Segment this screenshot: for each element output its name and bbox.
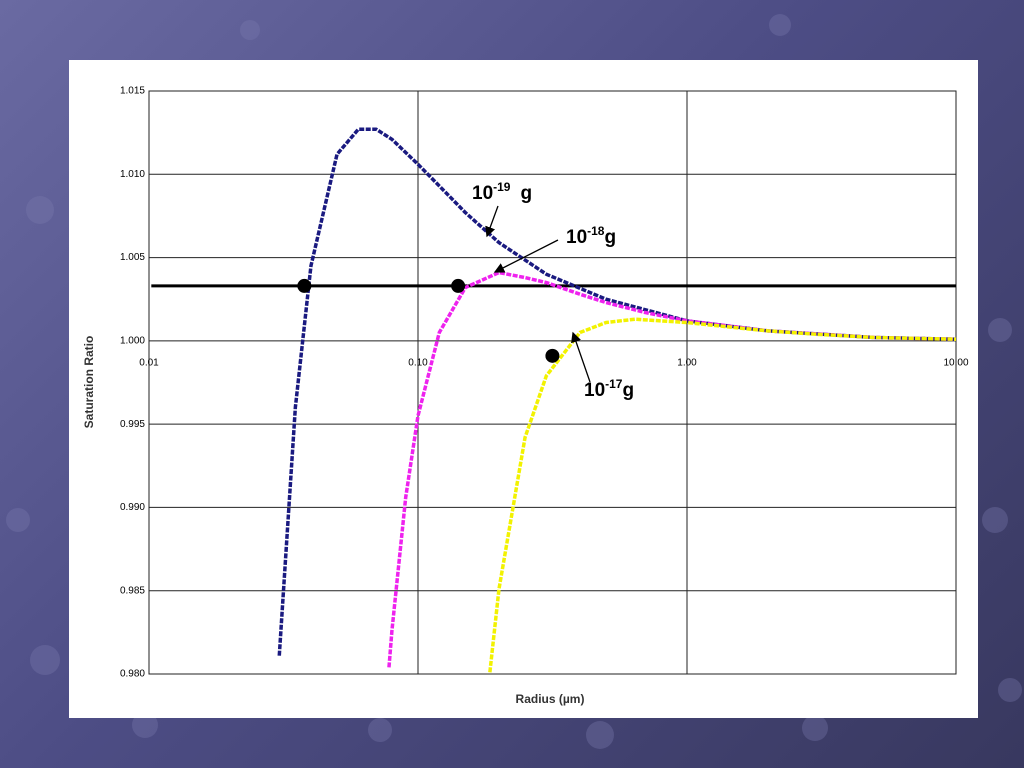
annotation-arrow	[485, 205, 499, 238]
annotation-base: 10	[566, 227, 587, 248]
x-tick-label: 10.00	[943, 357, 968, 368]
marker-dot	[545, 348, 560, 363]
marker-dot	[297, 278, 312, 293]
annotation: 10-17g	[584, 377, 634, 401]
annotations: 10-19 g 10-18g 10-17g	[472, 180, 634, 401]
y-tick-label: 1.005	[120, 252, 145, 263]
x-axis-title: Radius (µm)	[516, 692, 585, 706]
x-tick-label: 0.10	[408, 357, 428, 368]
annotation-exponent: -19	[493, 180, 511, 194]
y-tick-label: 1.000	[120, 335, 145, 346]
series-line	[488, 317, 957, 673]
marker-dot	[451, 278, 466, 293]
annotation: 10-19 g	[472, 180, 532, 204]
chart: 0.980 0.985 0.990 0.995 1.000 1.005 1.010 1.015…	[120, 86, 969, 680]
x-tick-label: 0.01	[139, 357, 159, 368]
annotation-exponent: -17	[605, 377, 623, 391]
series-line	[277, 127, 957, 656]
y-tick-label: 0.985	[120, 585, 145, 596]
annotation-unit: g	[604, 227, 616, 248]
y-tick-label: 1.015	[120, 86, 145, 97]
y-tick-label: 0.995	[120, 419, 145, 430]
y-tick-label: 0.980	[120, 669, 145, 680]
y-axis-title: Saturation Ratio	[82, 336, 96, 429]
annotation-unit: g	[622, 380, 634, 401]
y-tick-label: 0.990	[120, 502, 145, 513]
x-tick-label: 1.00	[677, 357, 697, 368]
plot-panel	[69, 60, 978, 718]
slide-decoration	[6, 14, 1022, 749]
annotation-unit: g	[520, 183, 532, 204]
annotation-base: 10	[472, 183, 493, 204]
annotation-base: 10	[584, 380, 605, 401]
annotation: 10-18g	[566, 224, 616, 248]
y-tick-label: 1.010	[120, 169, 145, 180]
annotation-arrow	[493, 239, 559, 273]
annotation-exponent: -18	[587, 224, 605, 238]
annotation-arrow	[571, 331, 591, 383]
